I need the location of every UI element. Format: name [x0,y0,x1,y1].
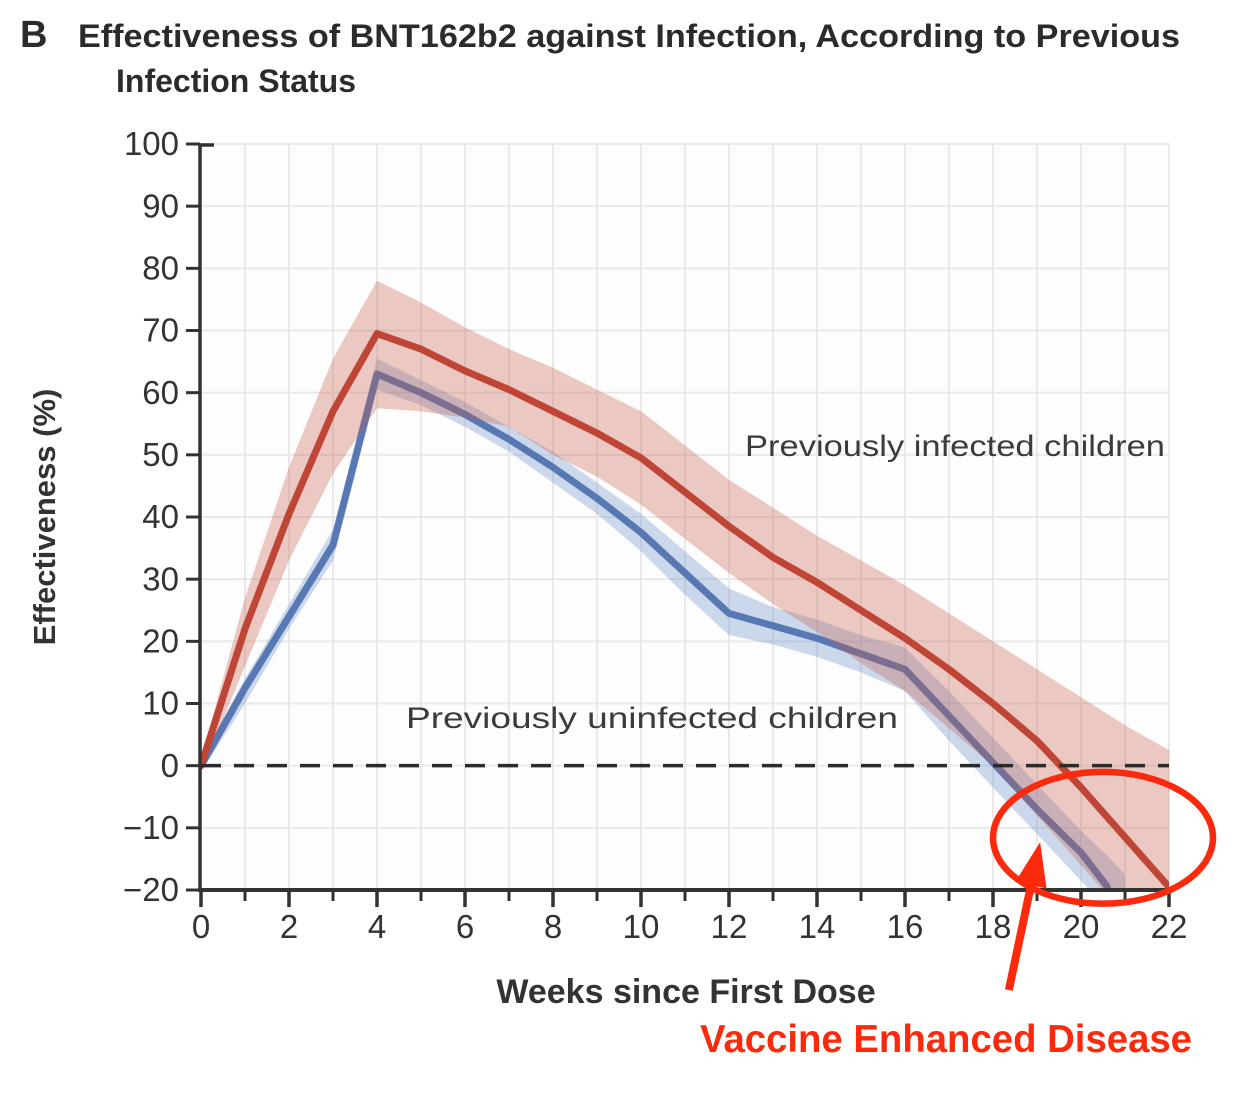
y-axis-label: Effectiveness (%) [27,389,62,646]
x-tick-label: 10 [623,908,660,945]
annotation-arrow-shaft [1004,878,1037,991]
vaccine-enhanced-disease-label: Vaccine Enhanced Disease [700,1018,1192,1061]
x-tick-label: 4 [368,908,386,945]
y-tick-label: 40 [142,498,179,535]
highlight-ellipse [989,768,1217,907]
axes [186,142,1171,907]
x-tick-label: 12 [711,908,748,945]
y-tick-label: 70 [142,312,179,349]
chart-title-line1: Effectiveness of BNT162b2 against Infect… [78,18,1180,54]
y-tick-label: 10 [142,685,179,722]
y-tick-label: 50 [142,436,179,473]
infected-line [201,330,1169,890]
series-label-previously-infected: Previously infected children [745,430,1165,463]
series-label-previously-uninfected: Previously uninfected children [406,702,898,735]
uninfected-line [201,370,1111,890]
y-tick-label: 80 [142,250,179,287]
x-tick-label: 20 [1063,908,1100,945]
x-tick-label: 18 [975,908,1012,945]
y-tick-label: 90 [142,187,179,224]
series-layer [201,280,1169,890]
infected-ci-band [201,280,1169,890]
x-tick-label: 0 [192,908,210,945]
y-tick-label: −20 [123,871,179,908]
chart-title-line2: Infection Status [116,63,356,99]
x-tick-label: 14 [799,908,836,945]
x-axis-label: Weeks since First Dose [496,973,875,1011]
x-tick-labels: 0 2 4 6 8 10 12 14 16 18 20 22 [192,908,1188,945]
annotation-overlay [989,768,1217,991]
y-tick-label: 30 [142,560,179,597]
x-tick-label: 16 [887,908,924,945]
y-tick-label: 0 [161,747,179,784]
x-tick-label: 6 [456,908,474,945]
panel-letter: B [20,14,47,56]
y-tick-label: 20 [142,623,179,660]
x-tick-label: 2 [280,908,298,945]
x-tick-label: 8 [544,908,562,945]
x-tick-label: 22 [1151,908,1188,945]
y-tick-label: 60 [142,374,179,411]
y-tick-label: 100 [124,125,179,162]
y-tick-label: −10 [123,809,179,846]
annotation-arrow-head [1015,842,1047,889]
